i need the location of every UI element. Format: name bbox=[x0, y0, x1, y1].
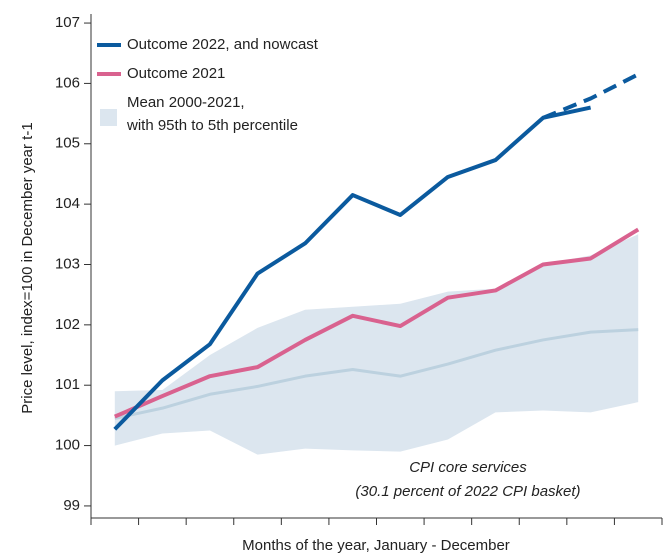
y-tick-label: 104 bbox=[55, 195, 80, 212]
y-tick-label: 101 bbox=[55, 376, 80, 393]
y-tick-label: 102 bbox=[55, 316, 80, 333]
mean-line bbox=[114, 328, 639, 420]
annotation: CPI core services bbox=[409, 459, 527, 476]
y-tick-label: 107 bbox=[55, 14, 80, 31]
legend-label: Mean 2000-2021, bbox=[127, 94, 245, 111]
y-tick-label: 103 bbox=[55, 255, 80, 272]
x-axis-label: Months of the year, January - December bbox=[242, 537, 510, 554]
percentile-band bbox=[114, 234, 639, 455]
y-axis-label: Price level, index=100 in December year … bbox=[19, 122, 36, 413]
legend-swatch bbox=[100, 109, 117, 126]
series-line bbox=[113, 105, 592, 431]
y-tick-label: 99 bbox=[63, 497, 80, 514]
annotation: (30.1 percent of 2022 CPI basket) bbox=[355, 483, 580, 500]
series-line bbox=[113, 227, 640, 419]
legend-label: Outcome 2021 bbox=[127, 65, 225, 82]
y-tick-label: 106 bbox=[55, 74, 80, 91]
legend-label: with 95th to 5th percentile bbox=[126, 117, 298, 134]
series-line bbox=[542, 72, 640, 120]
y-tick-label: 105 bbox=[55, 135, 80, 152]
y-tick-label: 100 bbox=[55, 437, 80, 454]
legend-label: Outcome 2022, and nowcast bbox=[127, 36, 319, 53]
